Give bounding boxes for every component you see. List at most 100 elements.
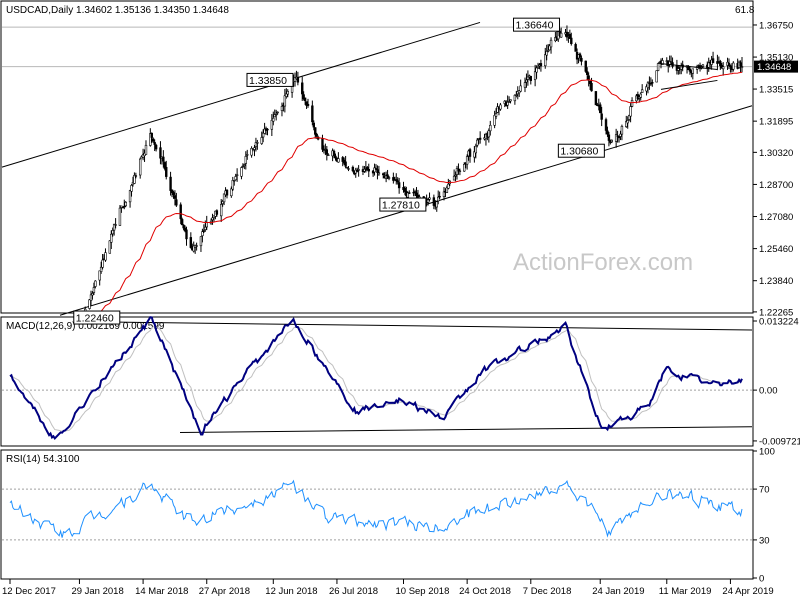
candle-body [327,154,330,157]
candle-body [92,287,96,293]
candle-body [376,169,379,173]
price-annotation-label: 1.30680 [560,146,598,158]
rsi-panel [0,449,754,580]
candle-body [616,135,619,137]
candle-body [509,99,512,102]
price-tick-label: 1.30320 [759,148,793,159]
candle-body [305,101,308,106]
candle-body [584,60,587,72]
price-tick-label: 1.28700 [759,180,793,191]
candle-body [233,180,236,182]
candle-body [415,192,418,196]
candle-body [321,138,324,150]
candle-body [306,103,310,106]
candle-body [302,94,305,100]
candle-body [108,240,112,254]
x-tick-label: 12 Jun 2018 [265,586,317,597]
candle-body [437,196,440,202]
candle-body [112,223,116,231]
candle-body [285,93,288,97]
candle-body [250,148,253,156]
candle-body [152,138,155,142]
candle-body [189,237,193,248]
candle-body [202,230,206,232]
candle-body [454,175,457,177]
candle-body [600,113,603,120]
candle-body [661,60,664,65]
candle-body [283,95,287,107]
candle-body [201,231,204,237]
candle-body [99,266,103,272]
candle-body [351,166,355,172]
candle-body [94,280,97,287]
candle-body [614,134,618,142]
candle-body [134,175,138,177]
triangle-upper-line [660,63,718,71]
candle-body [130,185,133,192]
macd-tick-label: 0.013224 [759,317,799,328]
candle-body [260,137,263,144]
candle-body [280,106,284,111]
candle-body [395,179,398,181]
candle-body [646,82,650,89]
candle-body [301,82,304,95]
candle-body [274,113,278,116]
candle-body [101,259,104,268]
candle-body [263,128,266,134]
candle-body [118,207,122,226]
candle-body [114,224,117,226]
candle-body [240,167,243,177]
candle-body [172,192,175,195]
candle-body [222,193,226,203]
price-annotation-label: 1.33850 [249,75,287,87]
candle-body [473,151,476,158]
candle-body [89,294,93,301]
candle-body [447,183,450,189]
candle-body [533,71,537,80]
candle-body [403,187,407,192]
candle-body [377,172,381,175]
macd-tick-label: 0.00 [759,386,778,397]
candle-body [341,157,344,162]
candle-body [315,133,318,137]
candle-body [231,180,234,190]
current-price-box [754,60,798,73]
candle-body [325,149,329,155]
candle-body [435,201,438,208]
candle-body [182,224,185,229]
candle-body [392,177,395,181]
rsi-line [9,479,743,538]
price-annotation-box [73,310,121,325]
fib-level-label: 61.8 [735,5,755,16]
price-annotation-box [513,17,561,32]
x-tick-label: 29 Jan 2018 [71,586,123,597]
candle-body [183,227,187,232]
candle-body [293,77,297,82]
candle-body [691,68,695,74]
candle-body [253,147,256,150]
x-tick-label: 24 Apr 2019 [722,586,773,597]
candle-body [626,120,629,124]
price-tick-label: 1.36750 [759,20,793,31]
candle-body [261,132,265,138]
candle-body [578,53,582,58]
candle-body [220,204,223,217]
candle-body [586,71,589,75]
candle-body [432,197,436,206]
price-tick-label: 1.23840 [759,276,793,287]
candle-body [428,197,431,200]
candle-body [88,299,91,309]
candle-body [165,166,168,177]
macd-line [9,316,743,441]
candle-body [149,133,152,146]
x-tick-label: 10 Sep 2018 [395,586,449,597]
candle-body [169,176,172,191]
candle-body [159,147,162,159]
candle-body [515,94,518,97]
candle-body [619,133,622,137]
price-annotation-label: 1.27810 [382,200,420,212]
candle-body [133,174,136,184]
triangle-lower-line [660,79,718,90]
price-annotation-box [246,72,294,87]
candle-body [640,89,644,93]
